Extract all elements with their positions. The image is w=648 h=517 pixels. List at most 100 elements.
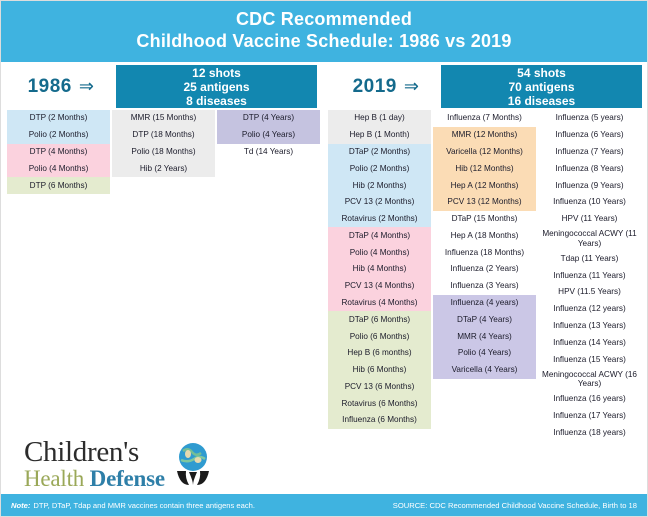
schedule-column: MMR (15 Months) DTP (18 Months) Polio (18 … — [111, 110, 216, 420]
vaccine-cell: HPV (11.5 Years) — [558, 287, 621, 297]
vaccine-cell: DTaP (15 Months) — [451, 214, 518, 224]
vaccine-cell: PCV 13 (4 Months) — [328, 277, 431, 295]
logo-text: Children's Health Defense — [24, 436, 165, 491]
vaccine-cell: Hep A (18 Months) — [450, 230, 519, 240]
era-stats-1986: 12 shots 25 antigens 8 diseases — [116, 65, 317, 108]
era-stats-2019-diseases: 16 diseases — [507, 93, 576, 108]
globe-in-hands-icon — [171, 441, 215, 487]
vaccine-cell: Rotavirus (4 Months) — [328, 294, 431, 312]
vaccine-cell: Hep B (1 day) — [328, 110, 431, 127]
footnote-prefix: Note: — [11, 500, 31, 510]
vaccine-cell: Influenza (13 Years) — [553, 320, 626, 330]
vaccine-cell: Polio (4 Months) — [328, 244, 431, 262]
arrow-right-icon: ⇒ — [78, 76, 95, 96]
vaccine-cell: Influenza (4 years) — [433, 294, 536, 312]
logo-line-childrens: Children's — [24, 436, 139, 468]
vaccine-cell: Influenza (18 Months) — [444, 247, 525, 257]
vaccine-cell: DTaP (2 Months) — [328, 143, 431, 161]
logo-word-health: Health — [24, 466, 90, 491]
era-year-2019: 2019 ⇒ — [331, 65, 441, 108]
vaccine-cell: Polio (4 Years) — [217, 126, 320, 144]
page-title-line2: Childhood Vaccine Schedule: 1986 vs 2019 — [136, 31, 512, 51]
vaccine-cell: Polio (6 Months) — [328, 328, 431, 345]
vaccine-cell: Influenza (11 Years) — [553, 270, 626, 280]
schedule-column: Hep B (1 day) Hep B (1 Month) DTaP (2 Mont… — [327, 110, 432, 429]
vaccine-cell: MMR (4 Years) — [433, 328, 536, 345]
footer-notes-row: Note: DTP, DTaP, Tdap and MMR vaccines c… — [1, 494, 647, 516]
footnote-text: DTP, DTaP, Tdap and MMR vaccines contain… — [33, 500, 256, 510]
title-banner: CDC Recommended Childhood Vaccine Schedu… — [1, 1, 647, 62]
footnote-source-text: SOURCE: CDC Recommended Childhood Vaccin… — [392, 500, 637, 510]
vaccine-cell: Influenza (5 years) — [555, 113, 624, 123]
vaccine-cell: Influenza (6 Months) — [328, 412, 431, 429]
vaccine-cell: DTaP (4 Months) — [328, 227, 431, 245]
vaccine-cell: Polio (4 Months) — [7, 160, 110, 178]
vaccine-cell: Polio (4 Years) — [433, 344, 536, 362]
schedule-columns-2019: Hep B (1 day) Hep B (1 Month) DTaP (2 Mont… — [327, 110, 642, 437]
schedule-column: DTP (2 Months) Polio (2 Months) DTP (4 Mon… — [6, 110, 111, 420]
vaccine-cell: Polio (2 Months) — [7, 126, 110, 144]
vaccine-cell: DTP (18 Months) — [112, 126, 215, 144]
era-year-2019-label: 2019 — [352, 75, 397, 97]
vaccine-cell: Influenza (9 Years) — [555, 180, 624, 190]
vaccine-cell: HPV (11 Years) — [561, 214, 618, 224]
vaccine-cell: Varicella (4 Years) — [433, 361, 536, 379]
vaccine-cell: Influenza (12 years) — [553, 304, 626, 314]
logo-line-health-defense: Health Defense — [24, 467, 165, 490]
era-year-1986-label: 1986 — [27, 75, 72, 97]
vaccine-cell: Rotavirus (6 Months) — [328, 395, 431, 413]
vaccine-cell: Influenza (6 Years) — [555, 130, 624, 140]
schedule-columns-1986: DTP (2 Months) Polio (2 Months) DTP (4 Mon… — [6, 110, 321, 420]
vaccine-cell: DTP (2 Months) — [7, 110, 110, 127]
era-stats-2019-antigens: 70 antigens — [508, 79, 575, 94]
vaccine-cell: Influenza (2 Years) — [450, 264, 519, 274]
arrow-right-icon: ⇒ — [403, 76, 420, 96]
schedule-body: DTP (2 Months) Polio (2 Months) DTP (4 Mon… — [1, 108, 647, 437]
vaccine-cell: Influenza (10 Years) — [553, 197, 626, 207]
vaccine-cell: Hib (2 Years) — [112, 160, 215, 178]
organization-logo: Children's Health Defense — [6, 438, 215, 494]
vaccine-cell: PCV 13 (12 Months) — [433, 193, 536, 211]
era-divider — [321, 65, 327, 108]
vaccine-cell: Hep A (12 Months) — [433, 177, 536, 194]
vaccine-cell: DTP (6 Months) — [7, 177, 110, 194]
vaccine-cell: Rotavirus (2 Months) — [328, 210, 431, 228]
footnote-source: SOURCE: CDC Recommended Childhood Vaccin… — [324, 494, 647, 516]
vaccine-cell: Hib (6 Months) — [328, 361, 431, 379]
vaccine-cell: DTaP (6 Months) — [328, 311, 431, 329]
vaccine-cell: MMR (12 Months) — [433, 126, 536, 144]
vaccine-cell: MMR (15 Months) — [112, 110, 215, 127]
vaccine-cell: Influenza (15 Years) — [553, 354, 626, 364]
vaccine-cell: DTaP (4 Years) — [433, 311, 536, 329]
era-stats-1986-diseases: 8 diseases — [186, 93, 247, 108]
era-stats-2019-shots: 54 shots — [517, 65, 566, 80]
era-stats-1986-shots: 12 shots — [192, 65, 241, 80]
vaccine-cell: Influenza (3 Years) — [450, 281, 519, 291]
footer-area: Children's Health Defense — [1, 420, 647, 494]
vaccine-cell: Meningococcal ACWY (16 Years) — [542, 369, 637, 389]
vaccine-cell: PCV 13 (6 Months) — [328, 378, 431, 396]
vaccine-cell: Influenza (7 Years) — [555, 146, 624, 156]
vaccine-cell: PCV 13 (2 Months) — [328, 193, 431, 211]
era-header-1986: 1986 ⇒ 12 shots 25 antigens 8 diseases — [6, 65, 317, 108]
vaccine-cell: Varicella (12 Months) — [433, 143, 536, 161]
vaccine-cell: Influenza (18 years) — [553, 427, 626, 437]
vaccine-cell: Influenza (8 Years) — [555, 163, 624, 173]
era-header-2019: 2019 ⇒ 54 shots 70 antigens 16 diseases — [331, 65, 642, 108]
globe-in-hands-svg — [176, 443, 209, 485]
vaccine-cell: Polio (2 Months) — [328, 160, 431, 178]
vaccine-cell: Hib (4 Months) — [328, 261, 431, 278]
vaccine-cell: Influenza (7 Months) — [447, 113, 522, 123]
vaccine-cell: Influenza (16 years) — [553, 394, 626, 404]
vaccine-cell: DTP (4 Years) — [217, 110, 320, 127]
page-title-line1: CDC Recommended — [235, 9, 413, 29]
era-header-strip: 1986 ⇒ 12 shots 25 antigens 8 diseases 2… — [1, 62, 647, 108]
schedule-column: Influenza (7 Months) MMR (12 Months) Varic… — [432, 110, 537, 420]
vaccine-cell: Influenza (17 Years) — [553, 411, 626, 421]
schedule-column: DTP (4 Years) Polio (4 Years) Td (14 Years… — [216, 110, 321, 420]
vaccine-cell: Hib (12 Months) — [433, 160, 536, 178]
vaccine-cell: Hep B (1 Month) — [328, 126, 431, 144]
vaccine-cell: Hib (2 Months) — [328, 177, 431, 194]
logo-word-defense: Defense — [89, 466, 165, 491]
